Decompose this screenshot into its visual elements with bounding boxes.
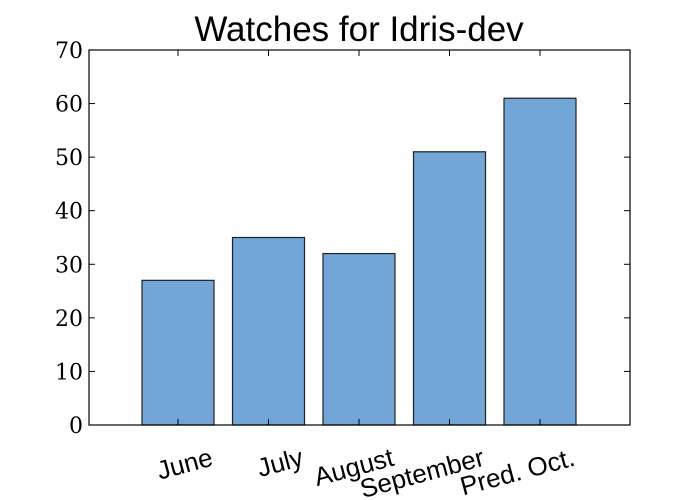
ytick-label-30: 30	[55, 253, 83, 278]
ytick-label-40: 40	[55, 200, 83, 225]
ytick-label-20: 20	[55, 307, 83, 332]
y-axis: 0 10 20 30 40 50 60 70	[55, 39, 630, 439]
bar-september	[412, 151, 487, 426]
ytick-label-0: 0	[69, 414, 83, 439]
xtick-label-1: July	[254, 442, 306, 483]
ytick-label-60: 60	[55, 93, 83, 118]
chart-title: Watches for Idris-dev	[194, 10, 524, 49]
ytick-label-70: 70	[55, 39, 83, 64]
plot-frame	[88, 49, 631, 426]
xtick-label-0: June	[154, 442, 216, 486]
ytick-label-50: 50	[55, 146, 83, 171]
bar-june	[141, 279, 215, 426]
bar-july	[231, 236, 306, 426]
bar-august	[322, 252, 396, 426]
ytick-label-10: 10	[55, 360, 83, 385]
bar-pred-oct	[503, 97, 577, 426]
bars-group	[141, 97, 577, 426]
